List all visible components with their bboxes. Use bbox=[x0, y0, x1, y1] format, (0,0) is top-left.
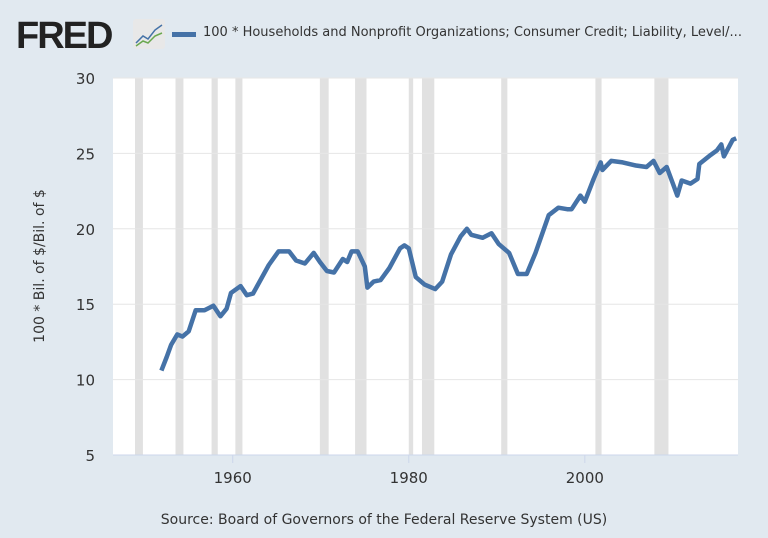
y-tick-label: 30 bbox=[76, 70, 95, 88]
x-tick-label: 1960 bbox=[214, 469, 252, 487]
fred-logo[interactable]: FRED bbox=[16, 15, 113, 57]
gridlines bbox=[113, 77, 738, 456]
y-tick-labels: 5 10 15 20 25 30 bbox=[76, 70, 95, 465]
legend-label: 100 * Households and Nonprofit Organizat… bbox=[203, 25, 742, 40]
series-group bbox=[159, 136, 738, 372]
recession-bar bbox=[175, 78, 184, 455]
recession-bar bbox=[135, 78, 143, 455]
recession-bar bbox=[211, 78, 218, 455]
x-tick-label: 2000 bbox=[566, 469, 604, 487]
y-tick-label: 25 bbox=[76, 145, 95, 163]
y-tick-label: 10 bbox=[76, 372, 95, 390]
x-tick-labels: 1960 1980 2000 bbox=[214, 455, 604, 487]
x-tick-label: 1980 bbox=[390, 469, 428, 487]
source-note: Source: Board of Governors of the Federa… bbox=[160, 512, 608, 528]
legend-swatch bbox=[172, 32, 196, 37]
y-tick-label: 20 bbox=[76, 221, 95, 239]
recession-bar bbox=[235, 78, 243, 455]
line-chart: 5 10 15 20 25 30 1960 1980 2000 100 * Bil. of $… bbox=[32, 70, 738, 487]
recession-bar bbox=[421, 78, 435, 455]
recession-bar bbox=[595, 78, 602, 455]
y-tick-label: 15 bbox=[76, 296, 95, 314]
recession-bar bbox=[501, 78, 508, 455]
chart-trend-icon bbox=[133, 19, 165, 49]
y-tick-label: 5 bbox=[85, 447, 95, 465]
recession-bar bbox=[355, 78, 367, 455]
recession-bar bbox=[654, 78, 669, 455]
series-line bbox=[159, 136, 738, 372]
y-axis-label: 100 * Bil. of $/Bil. of $ bbox=[32, 189, 48, 343]
